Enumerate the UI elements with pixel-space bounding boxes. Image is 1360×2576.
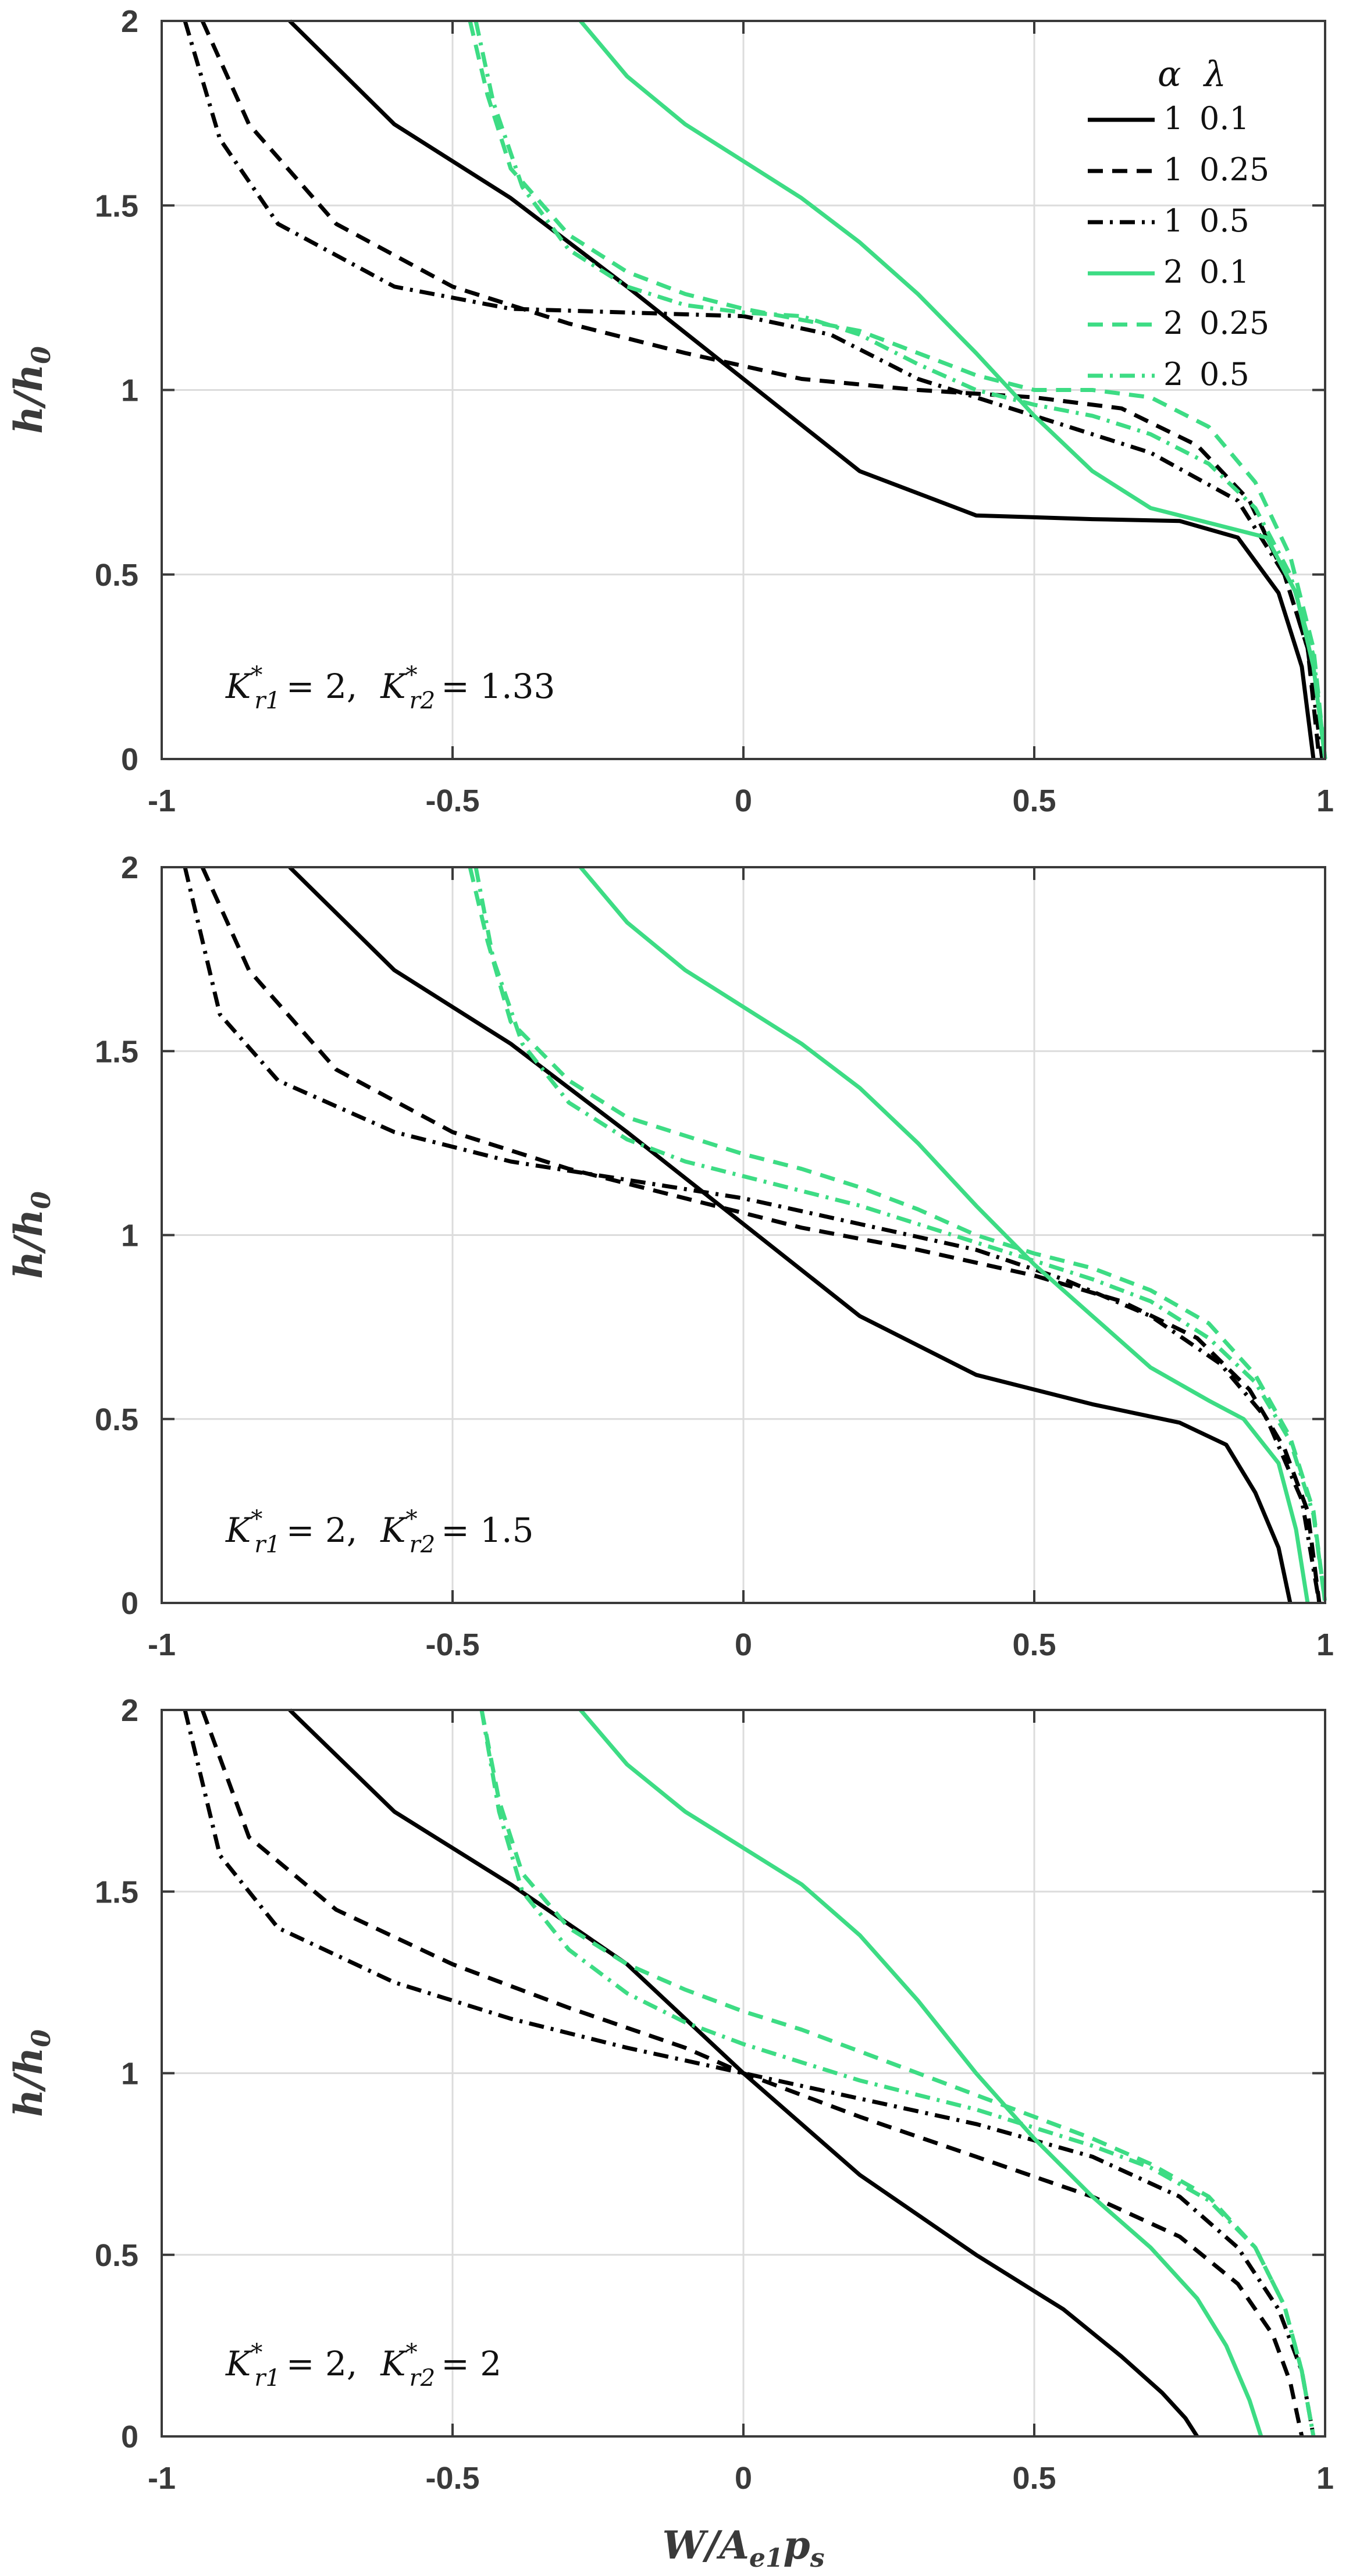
legend-alpha-value: 1	[1163, 151, 1183, 188]
legend-header-alpha: α	[1158, 54, 1181, 95]
series-line-6	[473, 20, 1327, 760]
series-line-4	[579, 1708, 1263, 2438]
legend-alpha-value: 1	[1163, 100, 1183, 137]
y-tick-label: 1	[121, 373, 138, 408]
y-tick-label: 0	[121, 1586, 138, 1621]
panel-annotation: K* r1 = 2, K* r2 = 2	[225, 2339, 501, 2392]
panel-annotation: K* r1 = 2, K* r2 = 1.33	[225, 662, 555, 714]
x-tick-label: 1	[1316, 2461, 1334, 2496]
series-line-5	[468, 20, 1327, 760]
x-tick-label: 0.5	[1012, 2461, 1056, 2496]
legend: α λ1 0.11 0.251 0.52 0.12 0.252 0.5	[1088, 54, 1269, 393]
series-line-3	[183, 20, 1325, 760]
y-axis-label: h/h0	[6, 2029, 56, 2117]
x-tick-label: 1	[1316, 783, 1334, 818]
y-tick-label: 0.5	[95, 558, 138, 593]
y-tick-label: 2	[121, 850, 138, 885]
x-tick-label: 0	[735, 783, 752, 818]
y-axis-label: h/h0	[6, 1191, 56, 1279]
panel-3: -1 -0.5 0 0.5 1 0 0.5 1 1.5 2 h/h0 K* r1 = 2, K* r2 = 2 W…	[6, 1693, 1334, 2573]
x-tick-label: 0	[735, 2461, 752, 2496]
legend-lambda-value: 0.5	[1199, 356, 1249, 393]
y-tick-label: 2	[121, 1693, 138, 1728]
series-line-1	[288, 865, 1293, 1604]
x-tick-label: -1	[148, 783, 176, 818]
x-tick-label: 0.5	[1012, 783, 1056, 818]
y-tick-label: 0.5	[95, 2238, 138, 2273]
x-tick-label: -0.5	[425, 783, 479, 818]
y-tick-label: 0.5	[95, 1402, 138, 1437]
x-tick-label: 1	[1316, 1627, 1334, 1662]
series-line-5	[479, 1709, 1316, 2437]
legend-alpha-value: 1	[1163, 202, 1183, 239]
panel-2: -1 -0.5 0 0.5 1 0 0.5 1 1.5 2 h/h0 K* r1 = 2, K* r2 = 1.…	[6, 850, 1334, 1662]
y-tick-label: 1	[121, 2057, 138, 2092]
x-tick-label: -0.5	[425, 2461, 479, 2496]
series-line-3	[183, 1709, 1316, 2437]
y-tick-label: 1	[121, 1218, 138, 1253]
x-tick-label: -1	[148, 1627, 176, 1662]
series-line-6	[473, 867, 1327, 1604]
y-tick-label: 2	[121, 4, 138, 39]
series-line-2	[200, 1709, 1304, 2437]
series-line-5	[468, 867, 1327, 1604]
series-line-1	[288, 1708, 1199, 2438]
legend-lambda-value: 0.1	[1199, 254, 1249, 290]
y-tick-label: 0	[121, 2420, 138, 2454]
legend-lambda-value: 0.5	[1199, 202, 1249, 239]
y-tick-label: 1.5	[95, 1034, 138, 1069]
y-tick-label: 0	[121, 742, 138, 777]
x-tick-label: 0	[735, 1627, 752, 1662]
panel-1: -1 -0.5 0 0.5 1 0 0.5 1 1.5 2 h/h0 K* r1 = 2, K* r2 = 1.…	[6, 4, 1334, 818]
y-tick-label: 1.5	[95, 188, 138, 223]
x-tick-label: 0.5	[1012, 1627, 1056, 1662]
legend-alpha-value: 2	[1163, 356, 1183, 393]
panel-annotation: K* r1 = 2, K* r2 = 1.5	[225, 1506, 534, 1558]
x-tick-label: -1	[148, 2461, 176, 2496]
series-line-4	[579, 865, 1310, 1604]
legend-lambda-value: 0.25	[1199, 305, 1269, 341]
legend-lambda-value: 0.1	[1199, 100, 1249, 137]
series-line-1	[288, 19, 1316, 760]
legend-lambda-value: 0.25	[1199, 151, 1269, 188]
legend-header-lambda: λ	[1203, 54, 1226, 95]
series-line-6	[479, 1709, 1316, 2437]
series-line-4	[579, 19, 1327, 760]
legend-alpha-value: 2	[1163, 305, 1183, 341]
legend-alpha-value: 2	[1163, 254, 1183, 290]
y-axis-label: h/h0	[6, 346, 56, 434]
x-tick-label: -0.5	[425, 1627, 479, 1662]
y-tick-label: 1.5	[95, 1875, 138, 1909]
x-axis-label: W/Ae1ps	[663, 2522, 825, 2573]
series-line-3	[183, 867, 1322, 1604]
